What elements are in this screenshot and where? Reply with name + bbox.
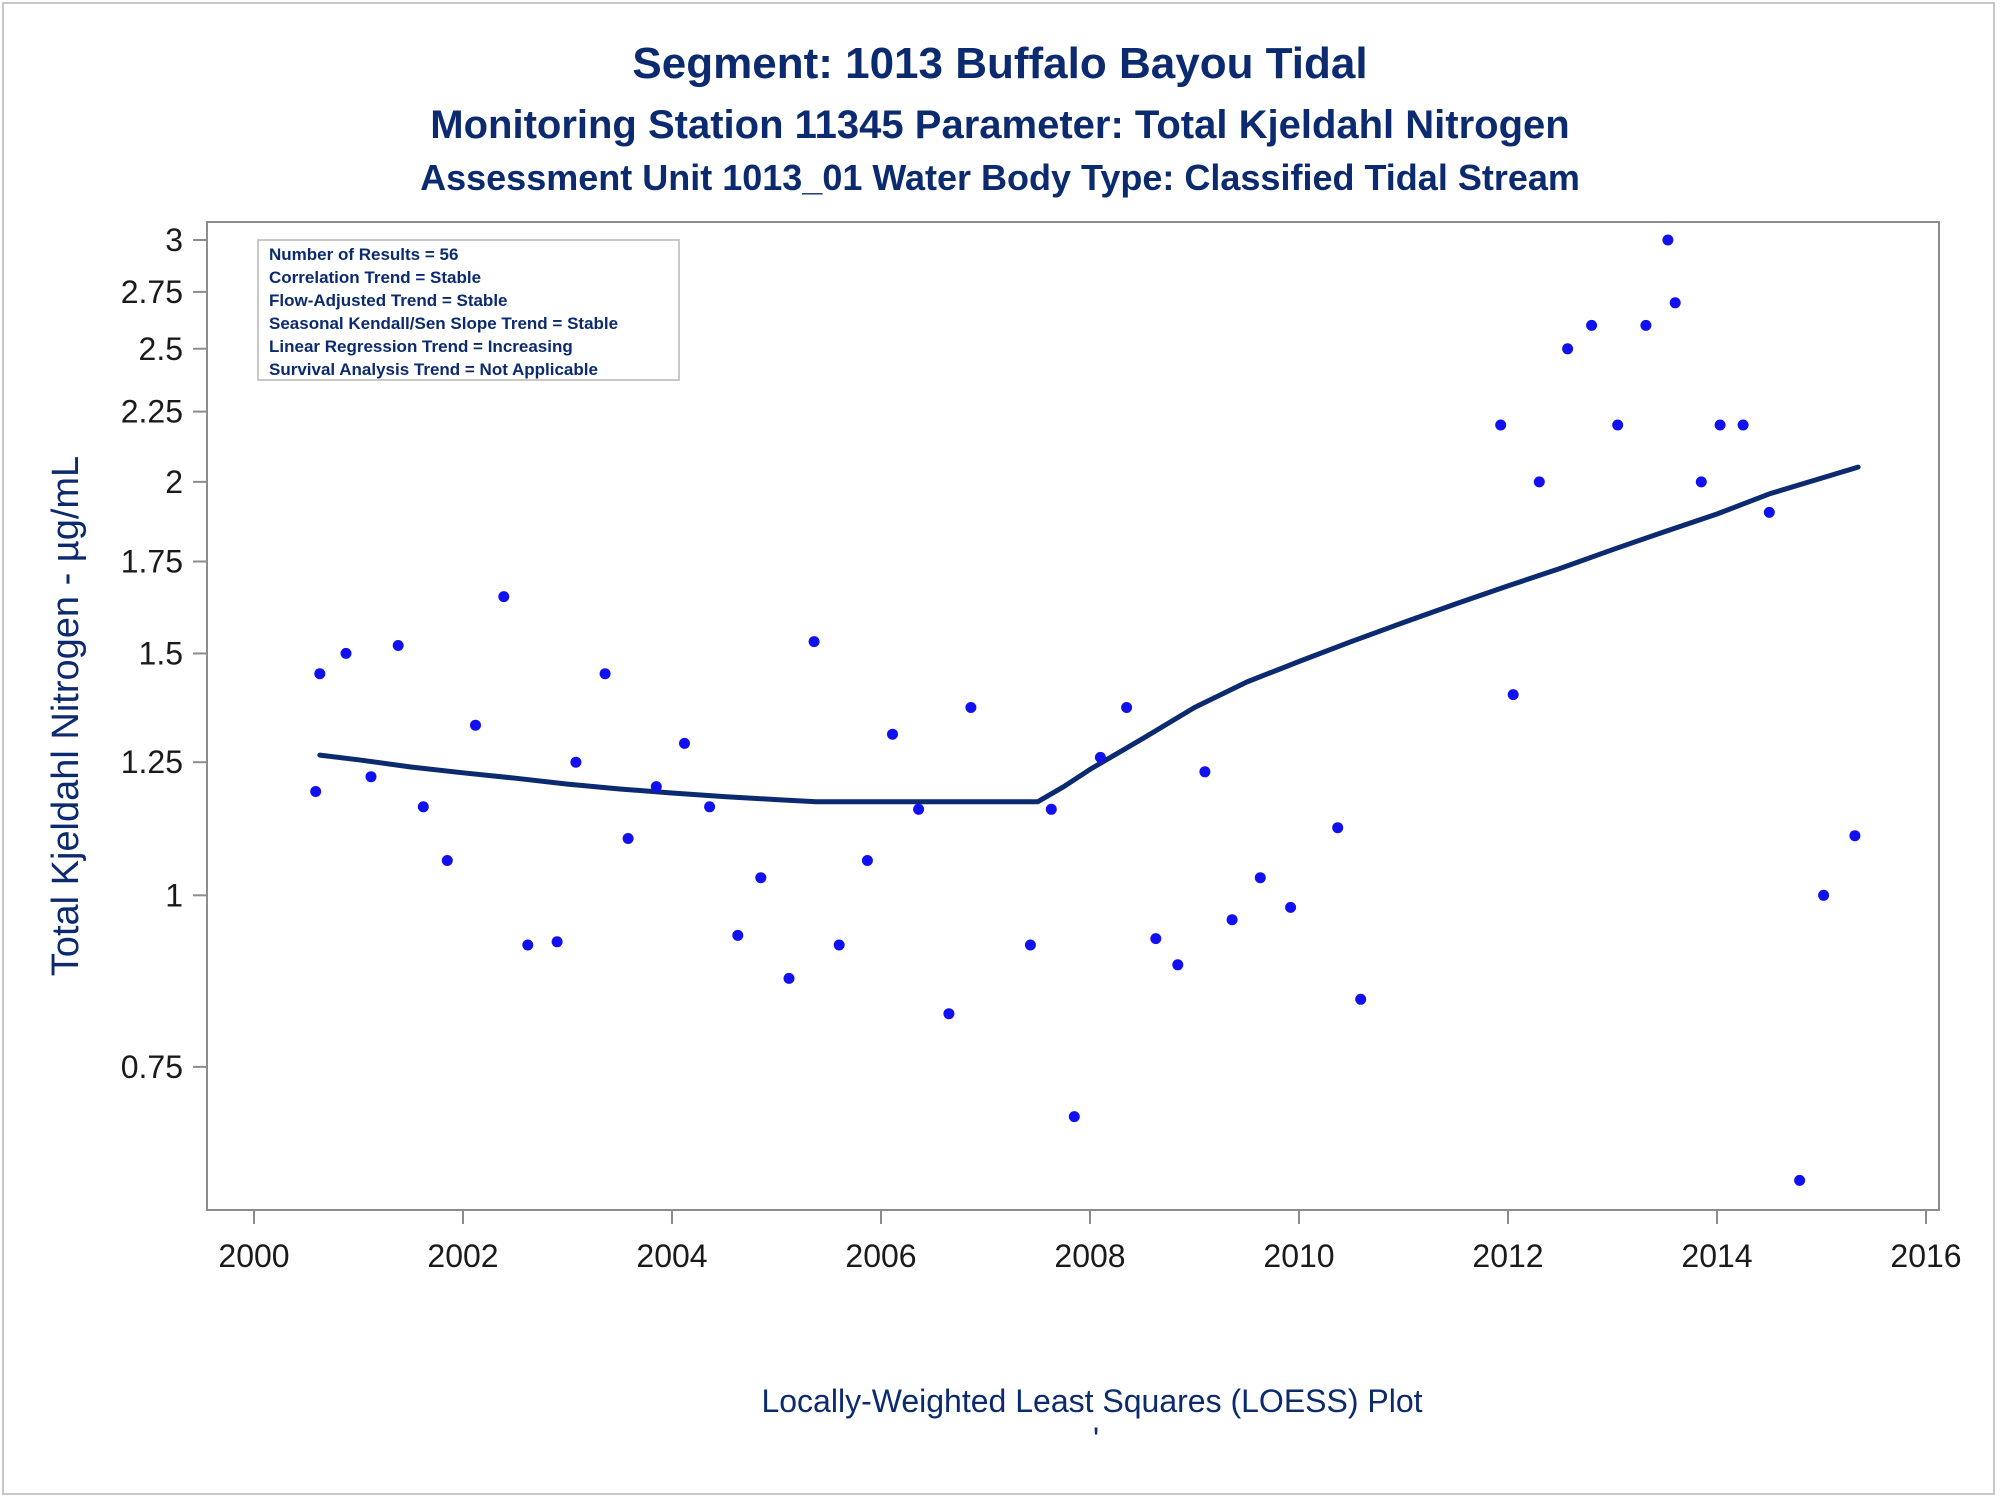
data-point — [1121, 702, 1133, 713]
data-point — [1150, 933, 1162, 945]
x-axis: 2000 2002 2004 2006 2008 2010 2012 2014 2016 — [218, 1210, 1962, 1274]
data-point — [470, 719, 481, 731]
data-point — [1024, 939, 1036, 951]
y-tick-label: 0.75 — [121, 1049, 183, 1085]
data-points — [310, 234, 1861, 1186]
y-tick-label: 2 — [165, 464, 183, 500]
stats-line-results: Number of Results = 56 — [269, 245, 458, 264]
stats-line-survival: Survival Analysis Trend = Not Applicable — [269, 360, 598, 379]
data-point — [943, 1008, 955, 1020]
y-axis-label: Total Kjeldahl Nitrogen - µg/mL — [45, 456, 87, 976]
data-point — [650, 781, 662, 793]
data-point — [808, 636, 820, 648]
y-tick-label: 1.5 — [139, 635, 183, 671]
data-point — [340, 647, 352, 659]
stats-line-correlation: Correlation Trend = Stable — [269, 268, 481, 287]
data-point — [1662, 234, 1674, 246]
data-point — [1068, 1111, 1080, 1123]
data-point — [599, 668, 611, 680]
chart-subtitle-2: Assessment Unit 1013_01 Water Body Type:… — [420, 157, 1580, 198]
data-point — [704, 801, 716, 813]
y-tick-label: 1.25 — [121, 744, 183, 780]
data-point — [887, 728, 898, 740]
data-point — [965, 702, 977, 713]
data-point — [1226, 914, 1238, 926]
data-point — [365, 771, 377, 783]
y-tick-label: 2.5 — [139, 331, 183, 367]
data-point — [522, 939, 534, 951]
stats-box: Number of Results = 56 Correlation Trend… — [257, 239, 680, 381]
x-tick-label: 2016 — [1890, 1238, 1961, 1274]
data-point — [1763, 506, 1775, 518]
y-tick-label: 2.25 — [121, 394, 183, 430]
data-point — [314, 668, 326, 680]
chart-title: Segment: 1013 Buffalo Bayou Tidal — [632, 39, 1367, 88]
data-point — [622, 833, 634, 844]
data-point — [1640, 319, 1652, 331]
data-point — [1737, 419, 1749, 431]
data-point — [783, 972, 795, 984]
data-point — [755, 872, 767, 884]
y-tick-label: 1.75 — [121, 544, 183, 580]
data-point — [1612, 419, 1624, 431]
x-tick-label: 2010 — [1263, 1238, 1334, 1274]
data-point — [551, 936, 563, 948]
data-point — [679, 737, 690, 749]
data-point — [1533, 476, 1545, 488]
x-tick-label: 2004 — [636, 1238, 707, 1274]
data-point — [861, 855, 873, 866]
data-point — [1849, 830, 1861, 842]
plot-area — [206, 221, 1940, 1211]
data-point — [392, 640, 404, 651]
data-point — [1669, 297, 1681, 309]
stats-line-linear-regression: Linear Regression Trend = Increasing — [269, 337, 573, 356]
y-tick-label: 2.75 — [121, 274, 183, 310]
data-point — [1172, 959, 1184, 971]
chart-footnote-mark: ' — [1093, 1421, 1099, 1457]
data-point — [1355, 993, 1367, 1005]
chart-footnote: Locally-Weighted Least Squares (LOESS) P… — [761, 1383, 1422, 1419]
x-tick-label: 2014 — [1681, 1238, 1752, 1274]
x-tick-label: 2006 — [845, 1238, 916, 1274]
data-point — [913, 803, 925, 815]
y-axis: 0.75 1 1.25 1.5 1.75 2 2.25 2.5 2.75 3 — [121, 222, 207, 1085]
loess-trend-line — [317, 464, 1861, 805]
data-point — [417, 801, 429, 813]
data-point — [310, 786, 322, 797]
data-point — [1495, 419, 1507, 431]
data-point — [1794, 1174, 1806, 1186]
data-point — [1818, 889, 1830, 901]
data-point — [1094, 751, 1106, 763]
data-point — [441, 855, 453, 866]
x-tick-label: 2008 — [1054, 1238, 1125, 1274]
stats-line-flow-adjusted: Flow-Adjusted Trend = Stable — [269, 291, 508, 310]
data-point — [1045, 803, 1057, 815]
data-point — [1332, 822, 1344, 834]
data-point — [1562, 343, 1574, 355]
chart-subtitle: Monitoring Station 11345 Parameter: Tota… — [430, 103, 1569, 147]
y-tick-label: 3 — [165, 222, 183, 258]
data-point — [1199, 766, 1211, 778]
data-point — [1586, 319, 1598, 331]
y-tick-label: 1 — [165, 877, 183, 913]
data-point — [570, 756, 582, 768]
stats-line-seasonal-kendall: Seasonal Kendall/Sen Slope Trend = Stabl… — [269, 314, 618, 333]
data-point — [1695, 476, 1707, 488]
data-point — [498, 591, 510, 603]
stats-box-border — [257, 239, 680, 381]
data-point — [1507, 689, 1519, 701]
data-point — [1714, 419, 1726, 431]
data-point — [833, 939, 845, 951]
x-tick-label: 2012 — [1472, 1238, 1543, 1274]
x-tick-label: 2002 — [427, 1238, 498, 1274]
x-tick-label: 2000 — [218, 1238, 289, 1274]
data-point — [1285, 901, 1297, 913]
data-point — [1254, 872, 1266, 884]
data-point — [732, 929, 744, 941]
